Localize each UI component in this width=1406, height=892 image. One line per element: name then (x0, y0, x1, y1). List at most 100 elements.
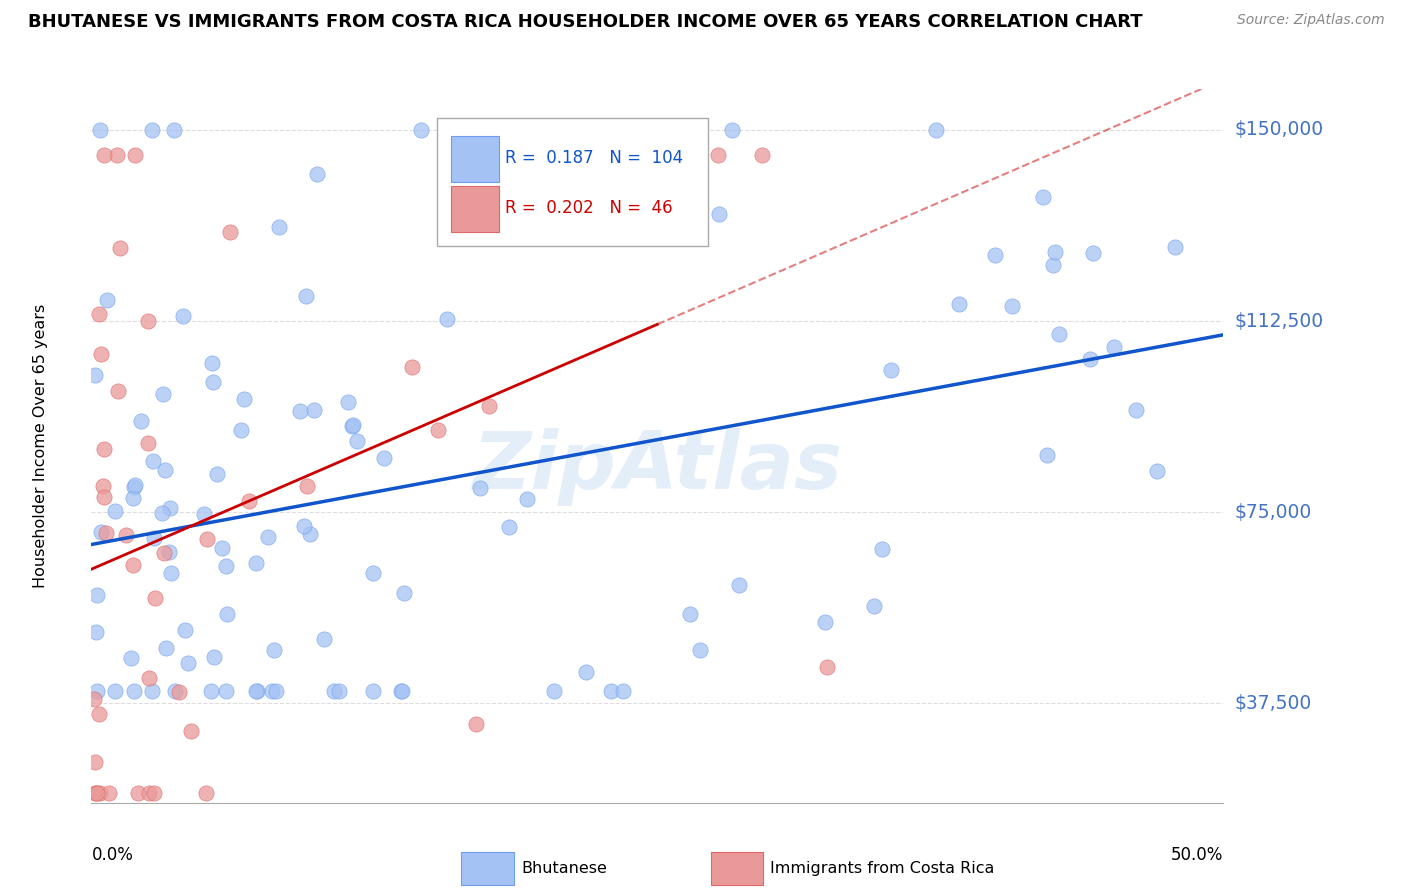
Point (707, 207, 730, 221)
Point (84, 786, 107, 800)
Point (87, 307, 110, 321)
FancyBboxPatch shape (437, 118, 709, 246)
Point (89, 706, 111, 721)
Point (141, 123, 163, 137)
Point (314, 632, 336, 647)
Point (256, 530, 278, 544)
Point (84, 368, 107, 382)
Point (297, 479, 319, 493)
Point (478, 400, 501, 414)
Point (238, 494, 260, 508)
Point (121, 491, 143, 506)
Point (458, 201, 481, 215)
Point (322, 683, 344, 698)
Point (163, 123, 186, 137)
Point (233, 392, 256, 406)
Point (138, 671, 160, 685)
Point (107, 384, 129, 399)
Point (143, 591, 166, 605)
Point (89, 786, 111, 800)
Point (1036, 448, 1059, 462)
Point (159, 501, 181, 516)
Point (305, 167, 328, 181)
Point (115, 528, 138, 542)
FancyBboxPatch shape (451, 186, 499, 232)
Point (150, 507, 173, 521)
Point (1032, 190, 1054, 204)
Point (363, 683, 385, 698)
Point (215, 683, 238, 698)
Point (93, 148, 115, 162)
Text: Householder Income Over 65 years: Householder Income Over 65 years (32, 304, 48, 588)
Point (262, 683, 284, 698)
Point (202, 376, 225, 390)
Point (575, 665, 598, 679)
Text: $75,000: $75,000 (1234, 503, 1312, 522)
Point (127, 786, 149, 800)
Point (506, 148, 529, 162)
Point (288, 404, 311, 418)
Point (245, 683, 267, 698)
Point (1001, 299, 1024, 313)
Point (870, 541, 893, 556)
Text: $37,500: $37,500 (1234, 694, 1312, 713)
Point (122, 558, 145, 572)
Point (294, 289, 316, 303)
Point (924, 123, 946, 137)
Point (94, 525, 117, 540)
Point (727, 578, 749, 592)
Point (195, 532, 218, 546)
Point (689, 123, 711, 137)
Text: 0.0%: 0.0% (91, 846, 134, 863)
Point (389, 683, 412, 698)
Point (1164, 240, 1187, 254)
Point (195, 786, 218, 800)
Point (90, 347, 112, 361)
Point (86, 786, 108, 800)
Point (1043, 244, 1066, 259)
Point (498, 520, 520, 534)
Point (621, 148, 644, 162)
Point (93, 479, 115, 493)
Point (328, 683, 350, 698)
Point (155, 640, 177, 655)
Point (84, 624, 107, 639)
Point (515, 492, 537, 507)
Point (201, 356, 224, 370)
Point (215, 558, 238, 573)
Text: R =  0.202   N =  46: R = 0.202 N = 46 (505, 200, 672, 218)
Point (138, 786, 160, 800)
Point (863, 599, 886, 613)
Point (153, 463, 176, 477)
Point (599, 683, 621, 698)
Text: ZipAtlas: ZipAtlas (472, 428, 842, 507)
Point (124, 148, 146, 162)
Point (409, 123, 432, 137)
Point (83, 692, 105, 706)
Point (202, 649, 225, 664)
Point (679, 607, 702, 622)
Point (165, 683, 187, 698)
Point (720, 123, 742, 137)
Point (1146, 464, 1168, 478)
Text: R =  0.187   N =  104: R = 0.187 N = 104 (505, 150, 683, 168)
Point (160, 566, 183, 580)
Point (86, 683, 108, 698)
Point (141, 683, 163, 698)
Point (401, 359, 423, 374)
Text: Bhutanese: Bhutanese (522, 861, 607, 876)
Point (229, 423, 252, 437)
Point (342, 417, 364, 432)
Point (707, 148, 730, 162)
Point (880, 363, 903, 377)
Point (142, 454, 165, 468)
Point (246, 683, 269, 698)
Point (340, 419, 363, 434)
Point (1125, 402, 1147, 417)
Point (815, 660, 838, 674)
Point (205, 467, 228, 482)
Point (86, 786, 108, 800)
Point (143, 786, 166, 800)
Point (122, 683, 145, 698)
Point (104, 504, 127, 518)
